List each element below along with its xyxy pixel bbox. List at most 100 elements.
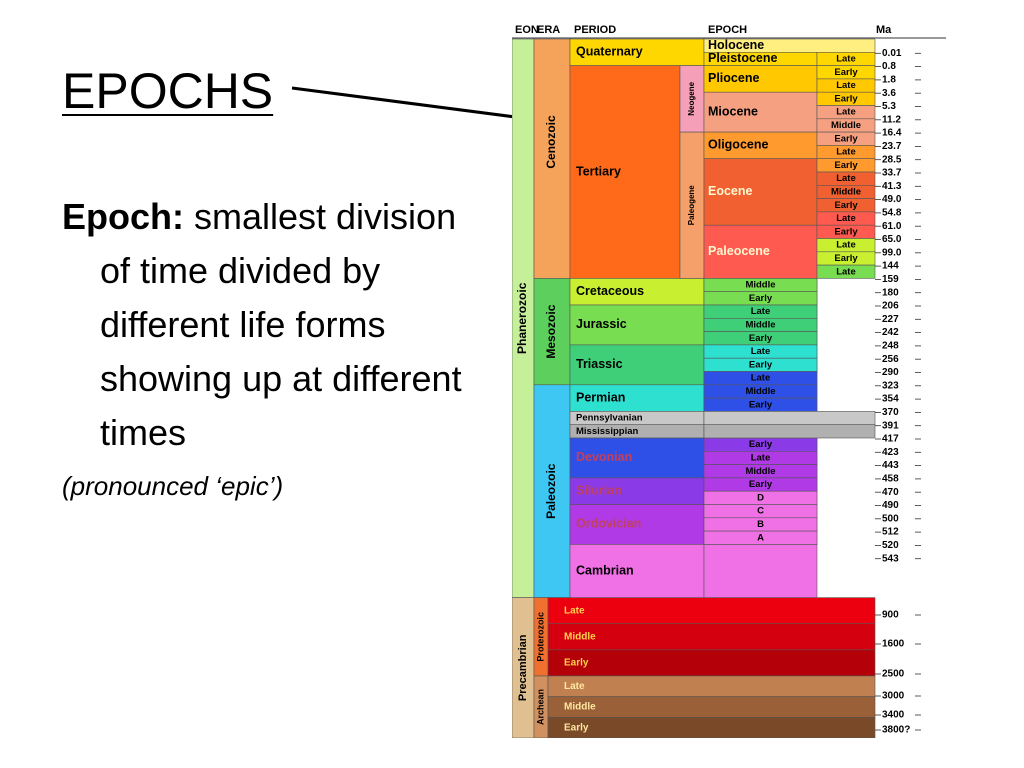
era-cenozoic (533, 38, 571, 279)
definition-block: Epoch: smallest division of time divided… (62, 190, 482, 506)
ma-label: 417 (882, 434, 899, 445)
age-label: Late (751, 306, 771, 317)
age-label: Early (749, 399, 773, 410)
precambrian-row (547, 717, 876, 738)
epoch-eocene (703, 158, 818, 226)
ma-label: 290 (882, 367, 899, 378)
precambrian-age-label: Early (564, 658, 589, 669)
age-label: Late (836, 80, 856, 91)
period-mississippian-label: Mississippian (576, 426, 638, 437)
period-jurassic (569, 304, 705, 346)
ma-label: 458 (882, 474, 899, 485)
period-cambrian (569, 544, 705, 598)
era-proterozoic-label: Proterozoic (535, 612, 545, 662)
ma-label: 248 (882, 341, 899, 352)
age-label: Late (751, 346, 771, 357)
age-label: Early (834, 160, 858, 171)
epoch-holocene-label: Holocene (708, 38, 764, 52)
precambrian-row (547, 597, 876, 625)
ma-label: 5.3 (882, 101, 896, 112)
age-label: C (757, 506, 764, 517)
precambrian-row (547, 675, 876, 697)
ma-label: 900 (882, 610, 899, 621)
ma-label: 11.2 (882, 114, 901, 125)
age-cell (703, 411, 876, 425)
ma-label: 256 (882, 354, 899, 365)
eon-phanerozoic-label: Phanerozoic (515, 282, 529, 354)
ma-label: 490 (882, 500, 899, 511)
subperiod-neogene-label: Neogene (687, 81, 696, 115)
ma-label: 3800? (882, 725, 910, 736)
ma-label: 500 (882, 513, 899, 524)
ma-label: 16.4 (882, 128, 902, 139)
precambrian-age-label: Middle (564, 631, 596, 642)
period-silurian-label: Silurian (576, 483, 622, 497)
precambrian-age-label: Early (564, 722, 589, 733)
ma-label: 3000 (882, 691, 905, 702)
period-cretaceous-label: Cretaceous (576, 284, 644, 298)
epoch-eocene-label: Eocene (708, 184, 753, 198)
age-label: Late (751, 452, 771, 463)
ma-label: 354 (882, 394, 899, 405)
epoch-miocene (703, 91, 818, 133)
precambrian-row (547, 696, 876, 718)
era-mesozoic (533, 278, 571, 386)
age-cell (703, 530, 818, 545)
age-label: Middle (745, 280, 775, 291)
definition-text: smallest division of time divided by dif… (100, 196, 462, 453)
epoch-oligocene-label: Oligocene (708, 138, 768, 152)
period-cretaceous (569, 278, 705, 306)
era-paleozoic (533, 384, 571, 598)
age-label: Early (749, 333, 773, 344)
header-epoch: EPOCH (708, 24, 747, 36)
ma-label: 0.8 (882, 61, 896, 72)
ma-label: 543 (882, 553, 899, 564)
era-archean-label: Archean (535, 689, 545, 725)
age-label: Middle (745, 466, 775, 477)
age-label: Early (749, 293, 773, 304)
precambrian-age-label: Middle (564, 702, 596, 713)
precambrian-age-label: Late (564, 605, 585, 616)
era-paleozoic-label: Paleozoic (544, 463, 558, 519)
period-tertiary-label: Tertiary (576, 164, 621, 178)
subperiod-paleogene (679, 131, 705, 279)
ma-label: 65.0 (882, 234, 902, 245)
age-label: Early (834, 253, 858, 264)
age-label: Late (836, 213, 856, 224)
ma-label: 54.8 (882, 208, 902, 219)
precambrian-age-label: Late (564, 681, 585, 692)
age-label: Middle (745, 319, 775, 330)
ma-label: 159 (882, 274, 899, 285)
period-ordovician (569, 504, 705, 545)
eon-precambrian-label: Precambrian (517, 634, 529, 701)
slide-title: EPOCHS (62, 63, 274, 119)
period-tertiary (569, 65, 681, 279)
ma-label: 61.0 (882, 221, 902, 232)
epoch-column-block (703, 544, 818, 598)
ma-label: 423 (882, 447, 899, 458)
subperiod-neogene (679, 65, 705, 133)
age-label: Late (751, 373, 771, 384)
ma-label: 1.8 (882, 75, 896, 86)
era-mesozoic-label: Mesozoic (544, 304, 558, 358)
epoch-pliocene-label: Pliocene (708, 71, 759, 85)
ma-label: 512 (882, 527, 899, 538)
age-label: Middle (831, 186, 861, 197)
age-label: Early (749, 479, 773, 490)
age-label: Late (836, 173, 856, 184)
age-label: Late (836, 147, 856, 158)
age-label: Early (834, 200, 858, 211)
ma-label: 470 (882, 487, 899, 498)
period-ordovician-label: Ordovician (576, 517, 641, 531)
epoch-miocene-label: Miocene (708, 104, 758, 118)
ma-label: 33.7 (882, 168, 902, 179)
period-quaternary (569, 38, 705, 66)
period-silurian (569, 477, 705, 505)
ma-label: 180 (882, 287, 899, 298)
epoch-pliocene (703, 65, 818, 93)
age-label: Middle (831, 120, 861, 131)
pronunciation-note: (pronounced ‘epic’) (62, 471, 284, 501)
header-ma: Ma (876, 24, 892, 36)
ma-label: 323 (882, 380, 899, 391)
